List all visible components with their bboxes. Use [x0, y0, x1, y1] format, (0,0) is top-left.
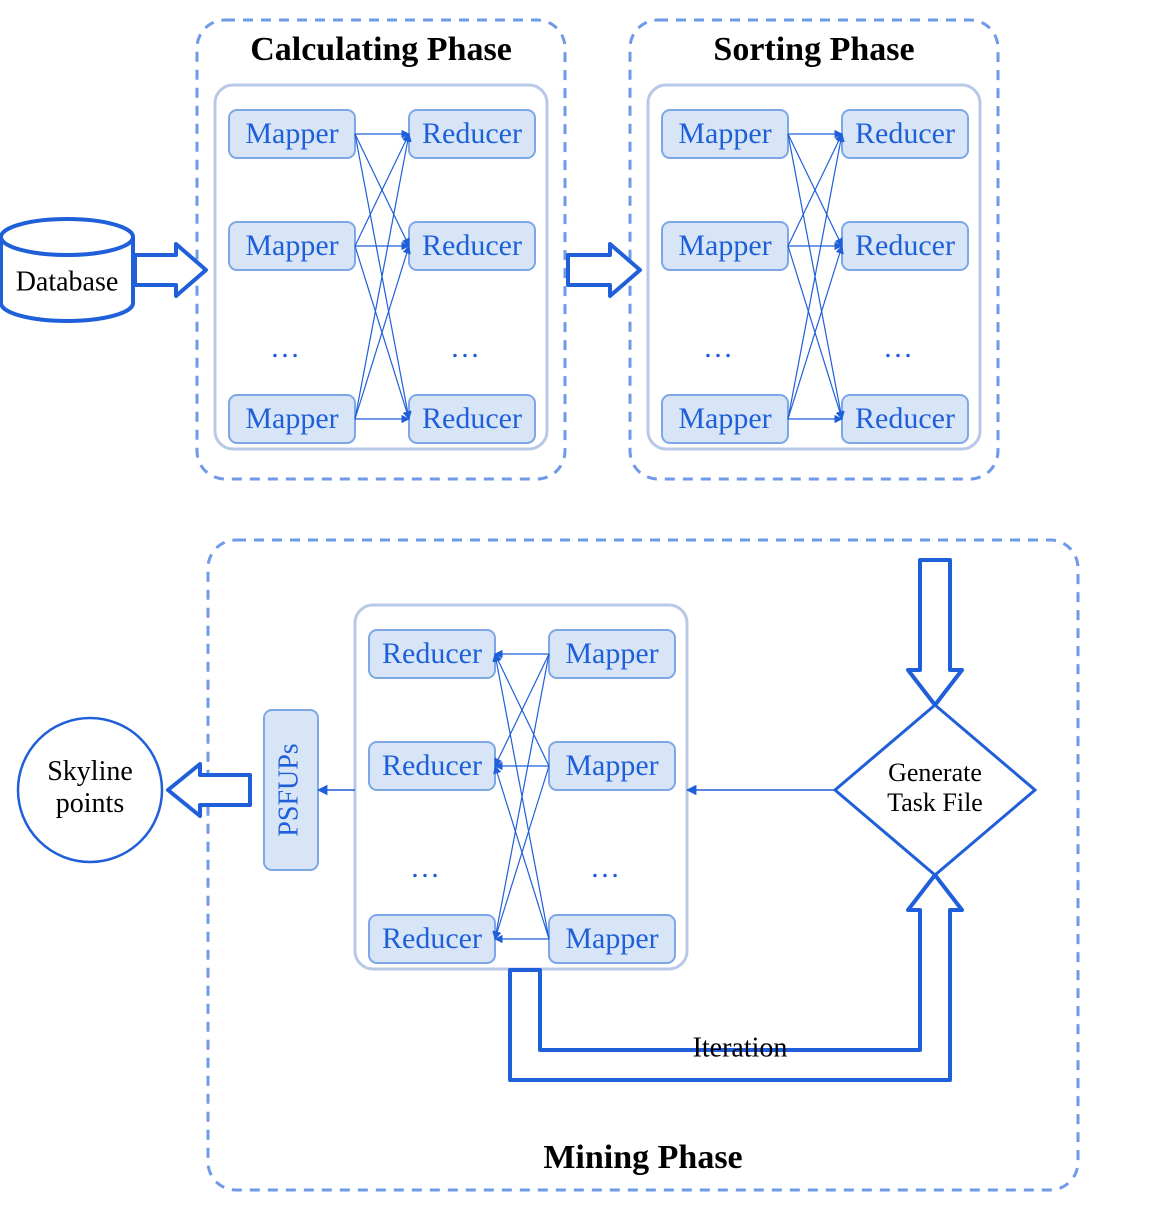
- mapper-node-label: Mapper: [678, 229, 771, 262]
- database-label: Database: [16, 266, 119, 297]
- mapper-node-label: Mapper: [245, 229, 338, 262]
- reducer-node-label: Reducer: [855, 229, 955, 262]
- skyline-label: Skylinepoints: [47, 756, 133, 819]
- ellipsis: …: [590, 851, 620, 884]
- psfups-label: PSFUPs: [273, 743, 304, 836]
- database-top: [1, 219, 133, 255]
- reducer-node-label: Reducer: [382, 749, 482, 782]
- diamond-label: GenerateTask File: [887, 758, 983, 817]
- mapper-node-label: Mapper: [565, 749, 658, 782]
- ellipsis: …: [410, 851, 440, 884]
- reducer-node-label: Reducer: [422, 117, 522, 150]
- mapper-node-label: Mapper: [678, 117, 771, 150]
- mapper-node-label: Mapper: [565, 637, 658, 670]
- ellipsis: …: [270, 331, 300, 364]
- ellipsis: …: [883, 331, 913, 364]
- reducer-node-label: Reducer: [855, 117, 955, 150]
- mapper-node-label: Mapper: [565, 922, 658, 955]
- iteration-label: Iteration: [693, 1032, 788, 1063]
- mapper-node-label: Mapper: [678, 402, 771, 435]
- reducer-node-label: Reducer: [855, 402, 955, 435]
- phase-title: Calculating Phase: [250, 31, 512, 68]
- reducer-node-label: Reducer: [382, 637, 482, 670]
- ellipsis: …: [703, 331, 733, 364]
- mapper-node-label: Mapper: [245, 117, 338, 150]
- phase-title: Mining Phase: [543, 1139, 742, 1176]
- phase-title: Sorting Phase: [713, 31, 914, 68]
- reducer-node-label: Reducer: [422, 229, 522, 262]
- ellipsis: …: [450, 331, 480, 364]
- reducer-node-label: Reducer: [422, 402, 522, 435]
- reducer-node-label: Reducer: [382, 922, 482, 955]
- mapper-node-label: Mapper: [245, 402, 338, 435]
- flowchart-diagram: Calculating Phase Mapper Mapper Mapper Reduc…: [0, 0, 1171, 1214]
